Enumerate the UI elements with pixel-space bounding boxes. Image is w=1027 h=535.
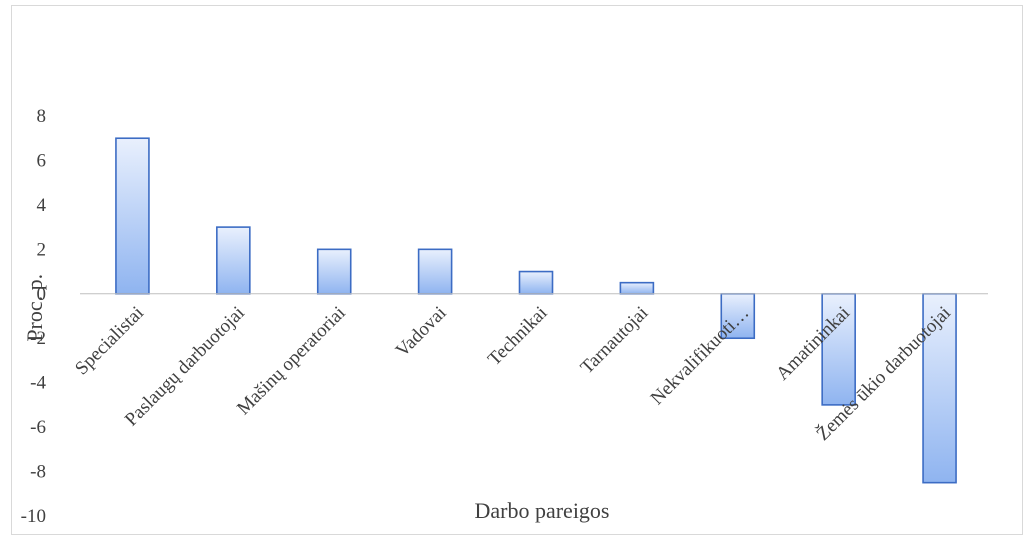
y-tick-label: 6 — [37, 150, 47, 171]
category-label: Specialistai — [71, 302, 148, 379]
y-tick-label: -2 — [30, 328, 46, 349]
y-tick-label: -8 — [30, 462, 46, 483]
bar — [518, 270, 554, 295]
y-tick-label: 4 — [37, 195, 47, 216]
category-label: Tarnautojai — [577, 302, 653, 378]
y-tick-label: -10 — [21, 506, 46, 524]
y-tick-label: 2 — [37, 239, 47, 260]
y-tick-label: -4 — [30, 373, 46, 394]
y-tick-label: 0 — [37, 284, 47, 305]
category-label: Technikai — [484, 302, 552, 370]
category-label: Nekvalifikuoti… — [647, 302, 754, 409]
bar — [316, 248, 352, 295]
category-label: Vadovai — [392, 302, 451, 361]
chart-area: 8 6 4 2 0 -2 -4 -6 -8 -10 Specialistai Paslaugų da… — [11, 5, 1023, 535]
y-tick-label: 8 — [37, 106, 47, 127]
bar — [115, 137, 150, 295]
bar — [619, 281, 655, 295]
bar-series — [115, 137, 957, 484]
bar — [821, 292, 856, 406]
y-tick-label: -6 — [30, 417, 46, 438]
bar — [417, 248, 453, 295]
bar — [216, 226, 251, 295]
y-axis-ticks: 8 6 4 2 0 -2 -4 -6 -8 -10 — [21, 106, 47, 524]
y-axis-title: Proc. p. — [22, 274, 47, 342]
category-label: Mašinų operatoriai — [233, 302, 350, 419]
x-axis-title: Darbo pareigos — [474, 498, 609, 523]
